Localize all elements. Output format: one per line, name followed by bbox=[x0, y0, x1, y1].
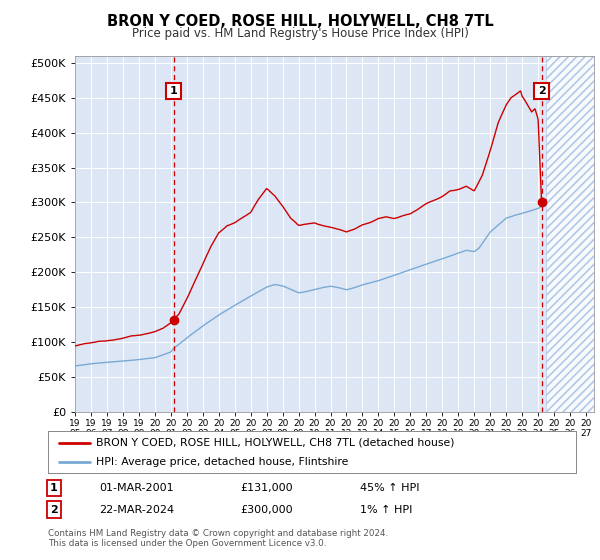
Text: Contains HM Land Registry data © Crown copyright and database right 2024.
This d: Contains HM Land Registry data © Crown c… bbox=[48, 529, 388, 548]
Text: BRON Y COED, ROSE HILL, HOLYWELL, CH8 7TL: BRON Y COED, ROSE HILL, HOLYWELL, CH8 7T… bbox=[107, 14, 493, 29]
Text: HPI: Average price, detached house, Flintshire: HPI: Average price, detached house, Flin… bbox=[95, 457, 348, 467]
Text: £131,000: £131,000 bbox=[240, 483, 293, 493]
Bar bbox=[546, 56, 594, 412]
Text: 1% ↑ HPI: 1% ↑ HPI bbox=[360, 505, 412, 515]
Text: 2: 2 bbox=[538, 86, 545, 96]
Text: 1: 1 bbox=[50, 483, 58, 493]
Text: 1: 1 bbox=[170, 86, 178, 96]
Text: £300,000: £300,000 bbox=[240, 505, 293, 515]
Text: 45% ↑ HPI: 45% ↑ HPI bbox=[360, 483, 419, 493]
Text: 2: 2 bbox=[50, 505, 58, 515]
Text: 22-MAR-2024: 22-MAR-2024 bbox=[99, 505, 174, 515]
Text: BRON Y COED, ROSE HILL, HOLYWELL, CH8 7TL (detached house): BRON Y COED, ROSE HILL, HOLYWELL, CH8 7T… bbox=[95, 437, 454, 447]
Bar bbox=[546, 56, 594, 412]
Text: 01-MAR-2001: 01-MAR-2001 bbox=[99, 483, 173, 493]
Text: Price paid vs. HM Land Registry's House Price Index (HPI): Price paid vs. HM Land Registry's House … bbox=[131, 27, 469, 40]
